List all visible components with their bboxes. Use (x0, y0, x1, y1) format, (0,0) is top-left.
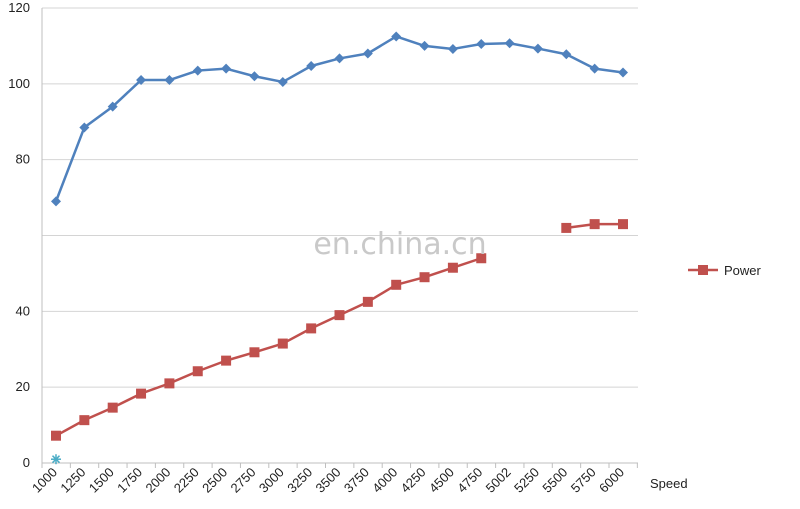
x-tick-label: 5250 (511, 465, 542, 496)
x-tick-label: 1750 (114, 465, 145, 496)
grid-lines (42, 7, 638, 388)
data-point (164, 75, 175, 86)
data-point (164, 378, 175, 389)
star-marker (51, 454, 61, 465)
y-tick-label: 100 (8, 76, 30, 91)
data-point (221, 355, 232, 366)
x-tick-label: 4250 (398, 465, 429, 496)
x-tick-label: 4750 (454, 465, 485, 496)
data-point (391, 279, 402, 290)
data-point (419, 272, 430, 283)
x-tick-label: 2500 (199, 465, 230, 496)
x-tick-label: 2000 (142, 465, 173, 496)
data-point (447, 262, 458, 273)
x-tick-label: 5750 (568, 465, 599, 496)
data-point (79, 415, 90, 426)
y-tick-labels: 0 20 40 80 100 120 (8, 0, 30, 470)
watermark: en.china.cn (313, 227, 486, 262)
x-tick-label: 4500 (426, 465, 457, 496)
series-layer (51, 31, 628, 465)
data-point (561, 49, 572, 60)
data-point (334, 310, 345, 321)
data-point (192, 65, 203, 76)
x-tick-label: 3500 (313, 465, 344, 496)
data-point (362, 48, 373, 59)
data-point (192, 366, 203, 377)
data-point (51, 430, 61, 441)
x-tick-label: 3250 (284, 465, 315, 496)
legend-item: Power (688, 263, 762, 278)
data-point (419, 40, 430, 51)
y-tick-label: 0 (23, 455, 30, 470)
y-tick-label: 40 (16, 303, 30, 318)
x-tick-label: 3000 (256, 465, 287, 496)
data-point (476, 253, 487, 264)
y-tick-label: 80 (16, 152, 30, 167)
data-point (618, 219, 628, 230)
data-point (306, 323, 317, 334)
x-tick-label: 3750 (341, 465, 372, 496)
data-point (532, 43, 543, 54)
data-point (51, 196, 61, 207)
data-point (136, 388, 147, 399)
data-point (249, 347, 260, 358)
x-tick-label: 4000 (369, 465, 400, 496)
series-line (55, 257, 482, 437)
legend-marker (698, 265, 708, 275)
x-tick-label: 5500 (539, 465, 570, 496)
x-tick-labels: 1000125015001750200022502500275030003250… (29, 465, 627, 496)
data-point (277, 76, 288, 87)
data-point (221, 63, 232, 74)
data-point (504, 38, 515, 49)
x-tick-label: 1500 (86, 465, 117, 496)
x-tick-label: 5002 (483, 465, 514, 496)
x-tick-label: 1000 (29, 465, 60, 496)
data-point (362, 296, 373, 307)
x-axis-label: Speed (650, 476, 688, 491)
legend: Power (688, 263, 762, 278)
x-tick-label: 6000 (596, 465, 627, 496)
data-point (476, 39, 487, 50)
data-point (589, 63, 600, 74)
data-point (618, 67, 628, 78)
data-point (306, 61, 317, 72)
data-point (561, 222, 572, 233)
data-point (107, 402, 118, 413)
data-point (334, 53, 345, 64)
series-1 (51, 31, 628, 207)
data-point (249, 71, 260, 82)
y-tick-label: 120 (8, 0, 30, 15)
data-point (136, 75, 147, 86)
series-2 (51, 219, 628, 441)
data-point (391, 31, 402, 42)
legend-label: Power (724, 263, 762, 278)
x-tick-label: 1250 (57, 465, 88, 496)
y-tick-label: 20 (16, 379, 30, 394)
axes (41, 8, 638, 468)
x-tick-label: 2750 (228, 465, 259, 496)
data-point (79, 122, 90, 133)
data-point (277, 338, 288, 349)
data-point (589, 219, 600, 230)
data-point (107, 101, 118, 112)
data-point (447, 43, 458, 54)
x-tick-label: 2250 (171, 465, 202, 496)
